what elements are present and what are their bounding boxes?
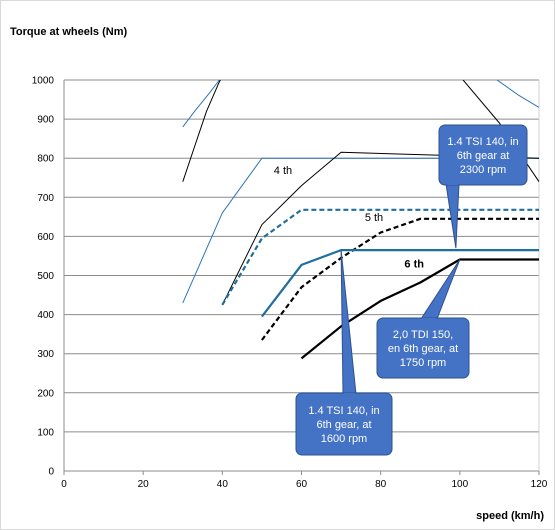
callout-text-line: 2,0 TDI 150, [393, 329, 453, 341]
callout-1: 2,0 TDI 150, en 6th gear, at 1750 rpm [376, 259, 470, 379]
series-line-8 [496, 80, 539, 108]
y-tick-label: 500 [37, 271, 54, 282]
callouts: 1.4 TSI 140, in 6th gear at 2300 rpm 2,0 TD… [295, 124, 528, 456]
callout-pointer [420, 259, 461, 320]
callout-box [438, 124, 528, 186]
callout-text-line: 1.4 TSI 140, in [308, 405, 379, 417]
callout-2: 1.4 TSI 140, in 6th gear, at 1600 rpm [295, 250, 393, 456]
callout-text-line: 1600 rpm [321, 433, 367, 445]
x-tick-label: 60 [296, 479, 308, 490]
series-labels: 4 th 5 th 6 th [274, 165, 424, 271]
grid-lines [64, 79, 539, 433]
series-line-4 [221, 208, 539, 306]
x-tick-label: 40 [217, 479, 229, 490]
series-line-7 [300, 258, 539, 360]
callout-text-line: 1750 rpm [400, 357, 446, 369]
series-label-2: 6 th [404, 259, 424, 271]
x-tick-label: 100 [451, 479, 468, 490]
y-tick-label: 700 [37, 193, 54, 204]
series-line-5 [261, 217, 539, 341]
series-label-1: 5 th [365, 212, 383, 224]
x-tick-label: 0 [61, 479, 67, 490]
callout-text-line: 6th gear at [457, 150, 510, 162]
series-line-3 [221, 151, 539, 306]
y-tick-label: 1000 [32, 76, 55, 87]
y-tick-label: 0 [48, 467, 54, 478]
y-tick-label: 300 [37, 349, 54, 360]
callout-text-line: 2300 rpm [460, 164, 506, 176]
y-tick-label: 400 [37, 310, 54, 321]
series-line-6 [261, 249, 539, 318]
series-line-1 [182, 80, 221, 182]
y-tick-label: 900 [37, 115, 54, 126]
series-clip-group [182, 80, 539, 360]
callout-pointer [340, 250, 357, 395]
series-line-2 [182, 157, 539, 304]
series-label-0: 4 th [274, 165, 292, 177]
x-tick-label: 20 [138, 479, 150, 490]
series-group [182, 80, 539, 360]
callout-text-line: 6th gear, at [316, 419, 371, 431]
x-axis-title: speed (km/h) [476, 510, 544, 522]
x-tick-label: 120 [531, 479, 548, 490]
series-line-0 [182, 80, 220, 128]
callout-pointer [445, 183, 460, 249]
y-tick-label: 100 [37, 427, 54, 438]
axes: 0 100 200 300 400 500 600 700 800 900 1000 0 20 40 60 8… [32, 76, 548, 491]
y-tick-label: 800 [37, 154, 54, 165]
callout-text-line: 1.4 TSI 140, in [447, 136, 518, 148]
y-tick-label: 600 [37, 232, 54, 243]
callout-text-line: en 6th gear, at [388, 343, 458, 355]
y-tick-label: 200 [37, 388, 54, 399]
callout-0: 1.4 TSI 140, in 6th gear at 2300 rpm [438, 124, 528, 249]
x-tick-label: 80 [375, 479, 387, 490]
y-axis-title: Torque at wheels (Nm) [10, 26, 127, 38]
